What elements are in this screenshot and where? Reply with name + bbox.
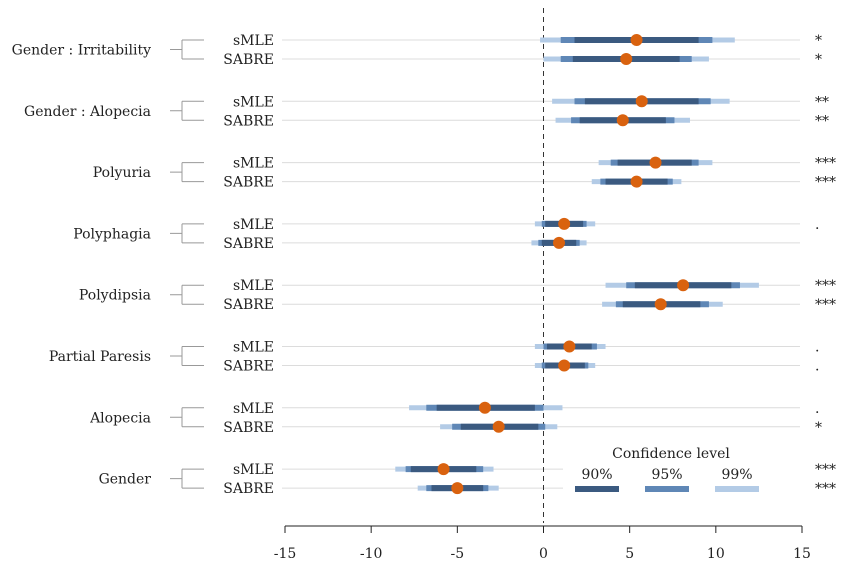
group-label: Alopecia	[89, 410, 151, 426]
group-label: Partial Paresis	[49, 349, 151, 365]
method-label: sMLE	[233, 217, 274, 233]
method-label: SABRE	[223, 236, 274, 252]
significance-marker: .	[815, 217, 819, 233]
group-label: Gender	[99, 472, 152, 488]
legend-item-label: 99%	[721, 467, 752, 483]
group-label: Gender : Alopecia	[24, 104, 151, 120]
method-label: sMLE	[233, 33, 274, 49]
group-label: Polyuria	[93, 165, 151, 181]
point-estimate	[630, 34, 643, 46]
group-label: Polyphagia	[73, 226, 151, 242]
point-estimate	[437, 463, 450, 476]
significance-marker: **	[815, 94, 829, 110]
group-bracket	[170, 100, 204, 121]
point-estimate	[635, 95, 648, 108]
method-label: sMLE	[233, 94, 274, 110]
interval-bars	[395, 34, 759, 495]
significance-marker: ***	[815, 156, 836, 172]
x-tick-label: 5	[625, 546, 634, 562]
significance-marker: *	[815, 420, 822, 436]
x-tick-label: -10	[360, 546, 383, 562]
method-label: SABRE	[223, 297, 274, 313]
group-bracket	[170, 407, 204, 428]
method-label: sMLE	[233, 401, 274, 417]
significance-marker: ***	[815, 481, 836, 497]
x-tick-label: 10	[707, 546, 725, 562]
x-tick-label: 0	[539, 546, 548, 562]
method-label: sMLE	[233, 340, 274, 356]
x-tick-label: -15	[274, 546, 297, 562]
point-estimate	[677, 279, 690, 292]
point-estimate	[620, 53, 633, 65]
legend-item-label: 90%	[581, 467, 612, 483]
row-guides	[282, 39, 800, 489]
significance-marker: .	[815, 401, 819, 417]
group-bracket	[170, 468, 204, 489]
method-label: SABRE	[223, 359, 274, 375]
group-bracket	[170, 346, 204, 366]
group-bracket	[170, 284, 204, 305]
x-tick-label: 15	[793, 546, 811, 562]
point-estimate	[558, 359, 571, 372]
significance-marker: **	[815, 113, 829, 129]
legend-title: Confidence level	[612, 446, 730, 462]
significance-marker: .	[815, 340, 819, 356]
x-axis: -15 -10 -5 0 5 10 15	[274, 525, 811, 562]
legend-items: 90% 95% 99%	[575, 467, 759, 492]
point-estimate	[558, 217, 571, 230]
point-estimate	[654, 298, 667, 311]
legend: Confidence level 90% 95% 99%	[563, 438, 803, 500]
method-label: SABRE	[223, 481, 274, 497]
x-tick-label: -5	[451, 546, 465, 562]
method-label: SABRE	[223, 113, 274, 129]
group-bracket	[170, 39, 204, 60]
group-label: Polydipsia	[79, 288, 151, 304]
significance-marker: ***	[815, 462, 836, 478]
point-estimate	[563, 340, 576, 353]
method-label: sMLE	[233, 462, 274, 478]
legend-item-label: 95%	[651, 467, 682, 483]
significance-marker: .	[815, 359, 819, 375]
point-estimate	[553, 236, 566, 249]
method-label: SABRE	[223, 52, 274, 68]
point-estimate	[616, 114, 629, 127]
significance-marker: *	[815, 52, 822, 68]
point-estimate	[492, 420, 505, 433]
method-label: sMLE	[233, 278, 274, 294]
significance-marker: ***	[815, 175, 836, 191]
point-estimate	[451, 482, 464, 495]
method-label: SABRE	[223, 420, 274, 436]
group-bracket	[170, 223, 204, 244]
group-labels: Gender : Irritability sMLE * SABRE * Gender :…	[12, 33, 836, 497]
group-bracket	[170, 162, 204, 183]
point-estimate	[630, 175, 643, 188]
point-estimate	[649, 156, 662, 169]
significance-marker: *	[815, 33, 822, 49]
method-label: SABRE	[223, 175, 274, 191]
method-label: sMLE	[233, 156, 274, 172]
significance-marker: ***	[815, 297, 836, 313]
point-estimate	[478, 401, 491, 414]
group-label: Gender : Irritability	[12, 43, 151, 59]
significance-marker: ***	[815, 278, 836, 294]
